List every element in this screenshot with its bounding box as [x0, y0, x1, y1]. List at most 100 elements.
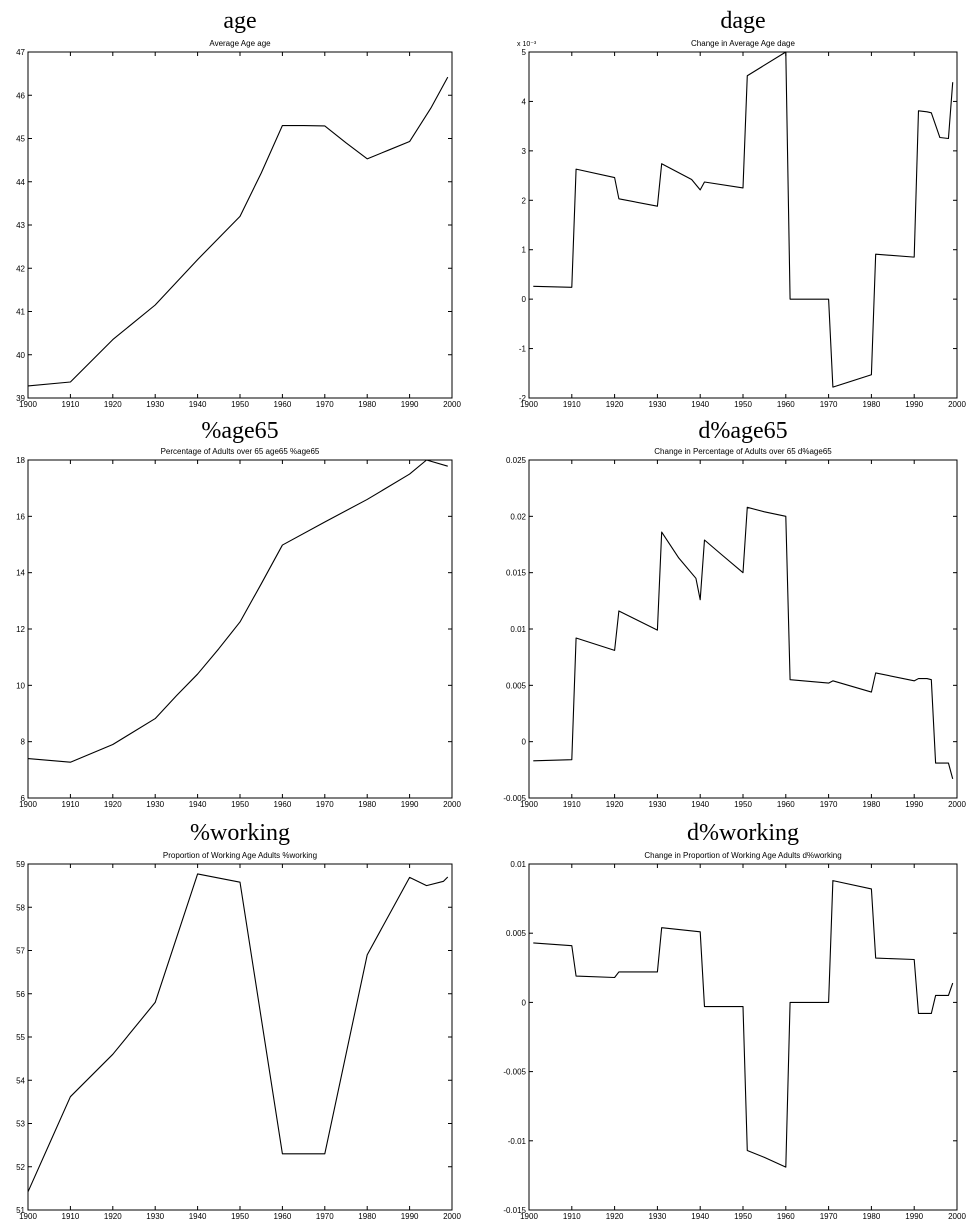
chart-subtitle: Proportion of Working Age Adults %workin…	[163, 851, 317, 860]
y-tick-label: 0	[522, 998, 527, 1007]
y-tick-label: -0.005	[503, 794, 526, 803]
series-line	[27, 873, 449, 1193]
x-tick-label: 1900	[520, 1212, 538, 1221]
x-tick-label: 1900	[19, 800, 37, 809]
y-tick-label: 39	[16, 394, 25, 403]
chart-subtitle: Average Age age	[209, 39, 271, 48]
chart-panel: age Average Age age 1900 1910 1920 1930 1940 19…	[0, 0, 487, 410]
x-tick-label: 1900	[19, 1212, 37, 1221]
x-tick-label: 1910	[563, 1212, 581, 1221]
x-tick-label: 1980	[358, 800, 376, 809]
y-tick-label: -0.01	[508, 1137, 527, 1146]
x-tick-label: 1980	[863, 400, 881, 409]
x-tick-label: 1970	[316, 800, 334, 809]
series-line	[533, 51, 954, 388]
x-tick-label: 1930	[649, 400, 667, 409]
x-tick-label: 1940	[691, 400, 709, 409]
x-tick-label: 1990	[905, 400, 923, 409]
axes-frame	[528, 51, 958, 399]
y-tick-label: 58	[16, 903, 25, 912]
y-tick-label: 54	[16, 1076, 25, 1085]
x-tick-label: 1960	[777, 400, 795, 409]
y-tick-label: 45	[16, 135, 25, 144]
y-tick-label: 55	[16, 1033, 25, 1042]
y-tick-label: 42	[16, 264, 25, 273]
y-tick-label: 16	[16, 512, 25, 521]
chart-panel: %working Proportion of Working Age Adults…	[0, 812, 487, 1223]
x-tick-label: 1940	[691, 800, 709, 809]
x-tick-label: 1920	[104, 1212, 122, 1221]
y-tick-label: -1	[519, 345, 527, 354]
chart-subtitle: Change in Proportion of Working Age Adul…	[644, 851, 841, 860]
x-tick-label: 1950	[734, 400, 752, 409]
y-tick-label: 51	[16, 1206, 25, 1215]
x-tick-label: 1930	[146, 800, 164, 809]
x-tick-label: 1990	[401, 1212, 419, 1221]
x-tick-label: 1970	[316, 1212, 334, 1221]
x-tick-label: 1940	[189, 800, 207, 809]
y-tick-label: 10	[16, 681, 25, 690]
x-tick-label: 1900	[520, 400, 538, 409]
chart-panel: d%working Change in Proportion of Working…	[487, 812, 975, 1223]
x-tick-label: 1950	[231, 1212, 249, 1221]
y-tick-label: -2	[519, 394, 527, 403]
y-tick-label: 57	[16, 947, 25, 956]
axes-frame	[528, 459, 958, 799]
series-line	[533, 506, 954, 779]
x-tick-label: 1970	[316, 400, 334, 409]
y-tick-label: 0.02	[510, 512, 526, 521]
chart-svg: %age65 Percentage of Adults over 65 age65…	[16, 418, 461, 809]
x-tick-label: 1940	[691, 1212, 709, 1221]
x-tick-label: 1970	[820, 1212, 838, 1221]
x-tick-label: 1990	[905, 800, 923, 809]
x-tick-label: 1930	[146, 400, 164, 409]
axes-frame	[528, 863, 958, 1211]
x-tick-label: 1970	[820, 800, 838, 809]
x-tick-label: 1980	[863, 800, 881, 809]
x-tick-label: 1940	[189, 400, 207, 409]
x-tick-label: 1920	[606, 800, 624, 809]
x-tick-label: 1900	[520, 800, 538, 809]
x-tick-label: 1950	[231, 800, 249, 809]
y-tick-label: -0.015	[503, 1206, 526, 1215]
chart-panel: d%age65 Change in Percentage of Adults ov…	[487, 410, 975, 812]
chart-panel: %age65 Percentage of Adults over 65 age65…	[0, 410, 487, 812]
y-tick-label: 53	[16, 1120, 25, 1129]
y-tick-label: 52	[16, 1163, 25, 1172]
chart-subtitle: Percentage of Adults over 65 age65 %age6…	[161, 447, 320, 456]
x-tick-label: 1910	[563, 800, 581, 809]
y-tick-label: 46	[16, 91, 25, 100]
x-tick-label: 1910	[62, 1212, 80, 1221]
y-tick-label: 0	[522, 738, 527, 747]
x-tick-label: 1910	[563, 400, 581, 409]
chart-panel: dage Change in Average Age dage 1900 1910 19…	[487, 0, 975, 410]
x-tick-label: 1960	[777, 800, 795, 809]
y-tick-label: 56	[16, 990, 25, 999]
chart-title: d%age65	[698, 418, 787, 444]
x-tick-label: 2000	[443, 1212, 461, 1221]
x-tick-label: 1920	[104, 800, 122, 809]
y-tick-label: 18	[16, 456, 25, 465]
x-tick-label: 1970	[820, 400, 838, 409]
y-tick-label: 47	[16, 48, 25, 57]
x-tick-label: 1980	[863, 1212, 881, 1221]
chart-title: %age65	[201, 418, 278, 444]
x-tick-label: 1950	[231, 400, 249, 409]
chart-svg: dage Change in Average Age dage 1900 1910 19…	[517, 8, 966, 409]
x-tick-label: 2000	[443, 400, 461, 409]
x-tick-label: 1960	[274, 1212, 292, 1221]
x-tick-label: 1920	[606, 1212, 624, 1221]
x-tick-label: 1930	[649, 800, 667, 809]
y-tick-label: 59	[16, 860, 25, 869]
chart-svg: d%age65 Change in Percentage of Adults ov…	[503, 418, 966, 809]
axes-frame	[27, 459, 453, 799]
series-line	[27, 459, 448, 763]
y-tick-label: 8	[21, 738, 26, 747]
x-tick-label: 2000	[948, 800, 966, 809]
y-tick-label: 1	[522, 246, 527, 255]
x-tick-label: 1950	[734, 800, 752, 809]
x-tick-label: 1940	[189, 1212, 207, 1221]
x-tick-label: 1900	[19, 400, 37, 409]
x-tick-label: 2000	[948, 400, 966, 409]
y-tick-label: 12	[16, 625, 25, 634]
